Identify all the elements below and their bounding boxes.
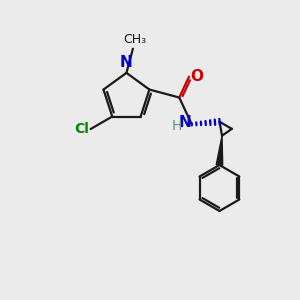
Text: N: N [120,56,133,70]
Text: Cl: Cl [74,122,89,136]
Text: CH₃: CH₃ [123,33,146,46]
Text: H: H [171,119,182,133]
Polygon shape [216,136,223,165]
Text: N: N [179,115,192,130]
Text: O: O [191,69,204,84]
